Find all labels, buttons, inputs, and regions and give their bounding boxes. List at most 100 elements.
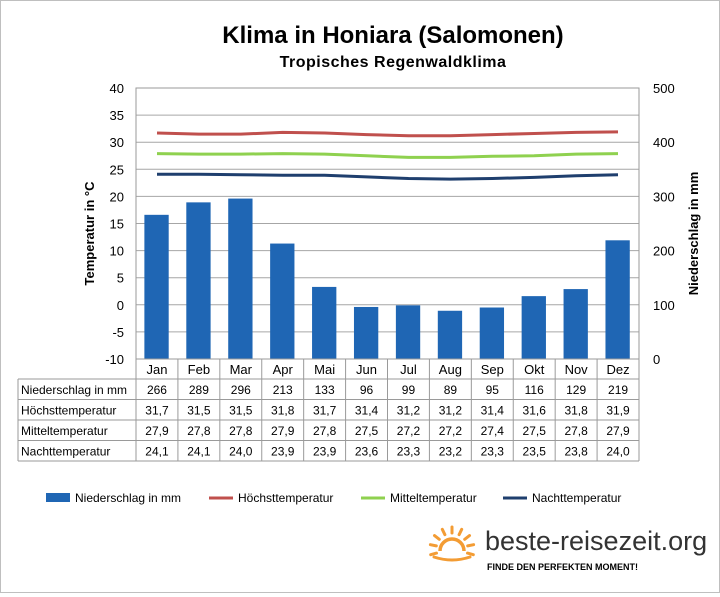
table-row-label: Höchsttemperatur xyxy=(21,404,116,418)
right-tick-label: 0 xyxy=(653,352,660,367)
table-cell: 27,8 xyxy=(229,424,253,438)
table-cell: 219 xyxy=(608,383,628,397)
month-label: Apr xyxy=(273,362,294,377)
table-cell: 27,8 xyxy=(564,424,588,438)
sun-ray xyxy=(440,527,447,537)
table-cell: 266 xyxy=(147,383,167,397)
left-tick-label: 5 xyxy=(117,271,124,286)
table-cell: 23,3 xyxy=(481,445,505,459)
left-tick-label: 10 xyxy=(110,244,124,259)
table-cell: 23,8 xyxy=(564,445,588,459)
table-cell: 129 xyxy=(566,383,586,397)
table-cell: 31,7 xyxy=(145,404,169,418)
month-label: Jun xyxy=(356,362,377,377)
left-tick-label: 25 xyxy=(110,162,124,177)
left-tick-label: 15 xyxy=(110,217,124,232)
temperature-lines xyxy=(156,130,619,181)
left-tick-label: 35 xyxy=(110,108,124,123)
table-cell: 95 xyxy=(486,383,500,397)
table-row-label: Niederschlag in mm xyxy=(21,383,127,397)
table-cell: 31,9 xyxy=(606,404,630,418)
table-cell: 31,8 xyxy=(564,404,588,418)
table-row-label: Nachttemperatur xyxy=(21,445,110,459)
precipitation-bar xyxy=(353,306,379,359)
precipitation-bar xyxy=(228,198,253,359)
precipitation-bar xyxy=(312,286,337,359)
left-tick-label: 30 xyxy=(110,135,124,150)
table-cell: 31,5 xyxy=(187,404,211,418)
precipitation-bar xyxy=(144,214,169,359)
legend-label: Niederschlag in mm xyxy=(75,491,181,505)
table-cell: 27,4 xyxy=(481,424,505,438)
sun-arc xyxy=(438,537,466,552)
table-cell: 27,2 xyxy=(439,424,463,438)
left-tick-label: 0 xyxy=(117,298,124,313)
legend-label: Nachttemperatur xyxy=(532,491,621,505)
table-cell: 27,9 xyxy=(606,424,630,438)
month-label: Dez xyxy=(606,362,629,377)
left-tick-label: -5 xyxy=(112,325,124,340)
right-tick-label: 200 xyxy=(653,244,675,259)
table-cell: 23,3 xyxy=(397,445,421,459)
left-tick-label: -10 xyxy=(105,352,124,367)
table-cell: 99 xyxy=(402,383,416,397)
month-label: Mar xyxy=(230,362,253,377)
table-cell: 27,2 xyxy=(397,424,421,438)
table-cell: 23,2 xyxy=(439,445,463,459)
precipitation-bar xyxy=(437,310,463,359)
precipitation-bar xyxy=(395,305,421,359)
precipitation-bar xyxy=(563,289,588,359)
legend-label: Höchsttemperatur xyxy=(238,491,333,505)
left-tick-label: 40 xyxy=(110,81,124,96)
table-cell: 133 xyxy=(315,383,335,397)
table-cell: 31,4 xyxy=(481,404,505,418)
table-cell: 23,6 xyxy=(355,445,379,459)
chart-title: Klima in Honiara (Salomonen) xyxy=(222,22,563,49)
table-cell: 31,2 xyxy=(439,404,463,418)
table-cell: 27,8 xyxy=(313,424,337,438)
chart-subtitle: Tropisches Regenwaldklima xyxy=(280,54,507,71)
sun-base xyxy=(432,555,472,562)
right-tick-label: 400 xyxy=(653,135,675,150)
hoechsttemperatur-line xyxy=(156,130,619,138)
right-axis-ticks: 500 400 300 200 100 0 xyxy=(653,81,675,367)
table-cell: 296 xyxy=(231,383,251,397)
data-table: Jan Feb Mar Apr Mai Jun Jul Aug Sep Okt Nov Dez Nied… xyxy=(17,359,640,462)
month-label: Jul xyxy=(400,362,417,377)
sun-ray xyxy=(429,551,438,557)
month-label: Aug xyxy=(439,362,462,377)
table-row-label: Mitteltemperatur xyxy=(21,424,108,438)
legend: Niederschlag in mm Höchsttemperatur Mittel… xyxy=(46,491,621,505)
table-cell: 31,7 xyxy=(313,404,337,418)
table-cell: 24,0 xyxy=(229,445,253,459)
precipitation-bars xyxy=(144,198,630,359)
month-label: Feb xyxy=(188,362,210,377)
table-cell: 23,9 xyxy=(271,445,295,459)
sun-ray xyxy=(466,543,476,548)
right-axis-title: Niederschlag in mm xyxy=(686,172,701,296)
precipitation-bar xyxy=(186,202,211,359)
precipitation-bar xyxy=(270,243,295,359)
table-cell: 89 xyxy=(444,383,458,397)
table-cell: 23,9 xyxy=(313,445,337,459)
sun-ray xyxy=(433,534,441,541)
precipitation-bar xyxy=(605,240,630,359)
month-label: Sep xyxy=(481,362,504,377)
table-cell: 96 xyxy=(360,383,374,397)
right-tick-label: 100 xyxy=(653,298,675,313)
left-axis-title: Temperatur in °C xyxy=(82,181,97,286)
table-cell: 24,1 xyxy=(187,445,211,459)
right-tick-label: 300 xyxy=(653,189,675,204)
table-cell: 31,6 xyxy=(523,404,547,418)
table-cell: 27,5 xyxy=(355,424,379,438)
sun-ray xyxy=(466,551,475,557)
legend-label: Mitteltemperatur xyxy=(390,491,477,505)
table-cell: 24,1 xyxy=(145,445,169,459)
table-cell: 27,8 xyxy=(187,424,211,438)
table-cell: 23,5 xyxy=(523,445,547,459)
table-cell: 31,5 xyxy=(229,404,253,418)
table-cell: 289 xyxy=(189,383,209,397)
sun-ray xyxy=(457,527,464,537)
